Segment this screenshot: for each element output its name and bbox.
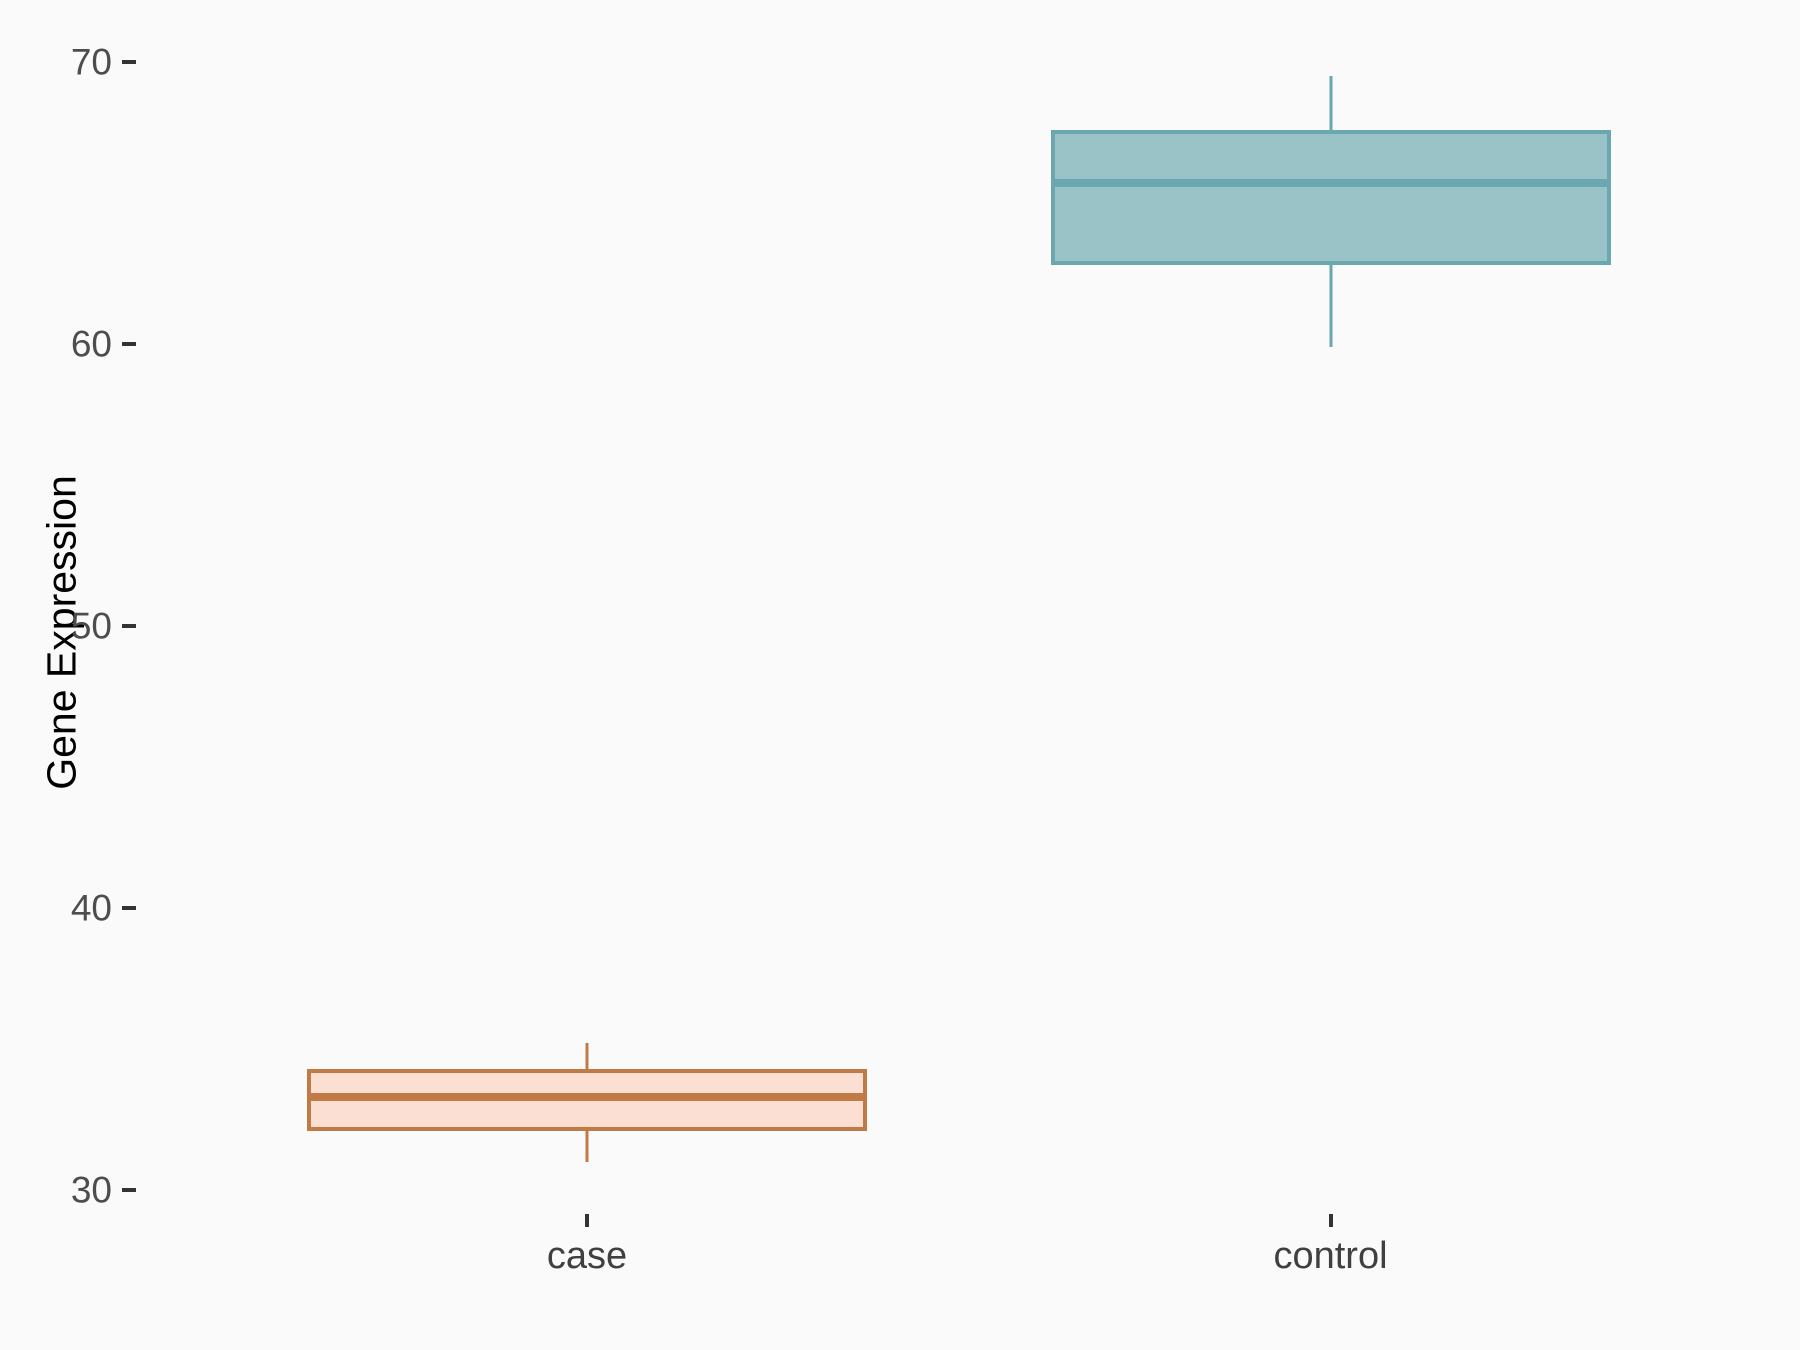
y-tick-mark [122, 342, 136, 346]
box-control [1050, 129, 1611, 266]
x-category-label-control: control [1273, 1235, 1388, 1277]
x-category-label-case: case [546, 1235, 628, 1277]
x-tick-mark-case [585, 1214, 589, 1227]
y-tick-label: 50 [70, 605, 112, 647]
y-tick-label: 70 [70, 41, 112, 83]
whisker-upper-control [1329, 76, 1332, 130]
whisker-lower-case [585, 1130, 589, 1162]
y-tick-label: 30 [70, 1169, 112, 1211]
median-line-case [307, 1092, 867, 1101]
median-line-control [1050, 179, 1611, 188]
y-tick-mark [122, 906, 136, 910]
y-tick-mark [122, 1188, 136, 1192]
y-tick-mark [122, 60, 136, 64]
whisker-lower-control [1329, 265, 1332, 347]
y-tick-mark [122, 624, 136, 628]
y-tick-label: 60 [70, 323, 112, 365]
x-tick-mark-control [1328, 1214, 1333, 1227]
whisker-upper-case [585, 1043, 589, 1069]
y-tick-label: 40 [70, 887, 112, 929]
